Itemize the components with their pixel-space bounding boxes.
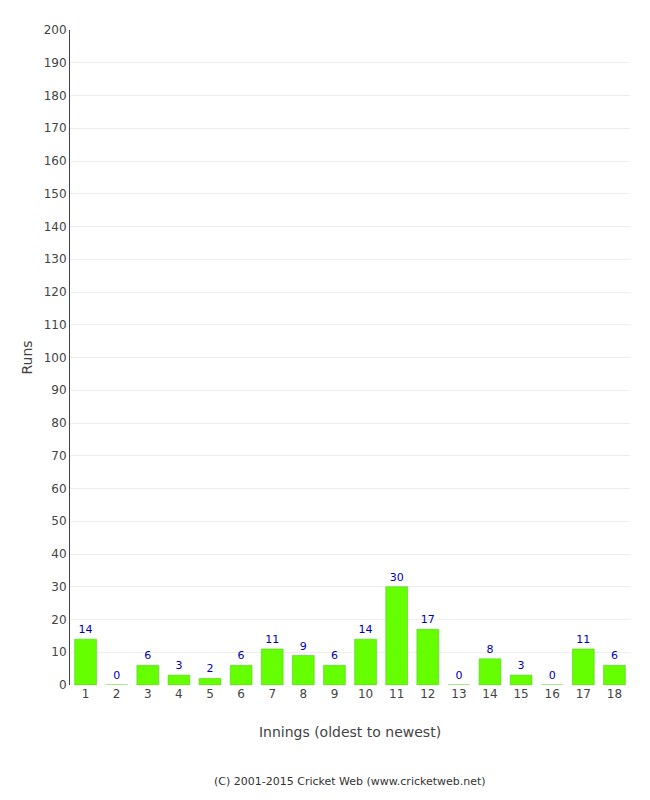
svg-text:15: 15 bbox=[513, 687, 528, 701]
svg-text:1: 1 bbox=[82, 687, 90, 701]
svg-text:5: 5 bbox=[206, 687, 214, 701]
svg-text:17: 17 bbox=[421, 613, 435, 626]
svg-text:6: 6 bbox=[237, 687, 245, 701]
svg-text:(C) 2001-2015 Cricket Web (www: (C) 2001-2015 Cricket Web (www.cricketwe… bbox=[214, 775, 486, 788]
svg-text:140: 140 bbox=[44, 220, 67, 234]
svg-text:4: 4 bbox=[175, 687, 183, 701]
svg-text:30: 30 bbox=[51, 580, 66, 594]
svg-text:80: 80 bbox=[51, 416, 66, 430]
svg-text:13: 13 bbox=[451, 687, 466, 701]
svg-text:6: 6 bbox=[611, 649, 618, 662]
svg-text:6: 6 bbox=[238, 649, 245, 662]
svg-text:110: 110 bbox=[44, 318, 67, 332]
svg-text:170: 170 bbox=[44, 121, 67, 135]
svg-text:16: 16 bbox=[545, 687, 560, 701]
svg-text:160: 160 bbox=[44, 154, 67, 168]
svg-text:60: 60 bbox=[51, 482, 66, 496]
svg-text:6: 6 bbox=[144, 649, 151, 662]
svg-text:Runs: Runs bbox=[19, 340, 35, 374]
svg-text:11: 11 bbox=[576, 633, 590, 646]
svg-text:2: 2 bbox=[207, 662, 214, 675]
svg-text:12: 12 bbox=[420, 687, 435, 701]
svg-text:7: 7 bbox=[268, 687, 276, 701]
svg-text:0: 0 bbox=[113, 669, 120, 682]
svg-text:8: 8 bbox=[300, 687, 308, 701]
svg-text:0: 0 bbox=[455, 669, 462, 682]
svg-text:30: 30 bbox=[390, 571, 404, 584]
svg-text:8: 8 bbox=[487, 643, 494, 656]
svg-text:11: 11 bbox=[265, 633, 279, 646]
svg-text:6: 6 bbox=[331, 649, 338, 662]
svg-text:90: 90 bbox=[51, 383, 66, 397]
svg-text:120: 120 bbox=[44, 285, 67, 299]
svg-text:200: 200 bbox=[44, 23, 67, 37]
svg-text:130: 130 bbox=[44, 252, 67, 266]
svg-text:50: 50 bbox=[51, 514, 66, 528]
svg-text:100: 100 bbox=[44, 351, 67, 365]
svg-text:3: 3 bbox=[518, 659, 525, 672]
svg-text:10: 10 bbox=[358, 687, 373, 701]
svg-text:40: 40 bbox=[51, 547, 66, 561]
svg-text:17: 17 bbox=[576, 687, 591, 701]
svg-text:3: 3 bbox=[144, 687, 152, 701]
svg-text:70: 70 bbox=[51, 449, 66, 463]
svg-text:180: 180 bbox=[44, 89, 67, 103]
svg-text:3: 3 bbox=[175, 659, 182, 672]
svg-text:9: 9 bbox=[300, 640, 307, 653]
svg-text:190: 190 bbox=[44, 56, 67, 70]
svg-text:10: 10 bbox=[51, 645, 66, 659]
svg-text:14: 14 bbox=[482, 687, 497, 701]
svg-text:18: 18 bbox=[607, 687, 622, 701]
svg-text:14: 14 bbox=[359, 623, 373, 636]
svg-text:Innings (oldest to newest): Innings (oldest to newest) bbox=[259, 724, 441, 740]
svg-text:9: 9 bbox=[331, 687, 339, 701]
svg-text:2: 2 bbox=[113, 687, 121, 701]
svg-text:20: 20 bbox=[51, 613, 66, 627]
svg-text:0: 0 bbox=[59, 678, 67, 692]
svg-text:14: 14 bbox=[79, 623, 93, 636]
svg-text:0: 0 bbox=[549, 669, 556, 682]
svg-text:150: 150 bbox=[44, 187, 67, 201]
svg-text:11: 11 bbox=[389, 687, 404, 701]
